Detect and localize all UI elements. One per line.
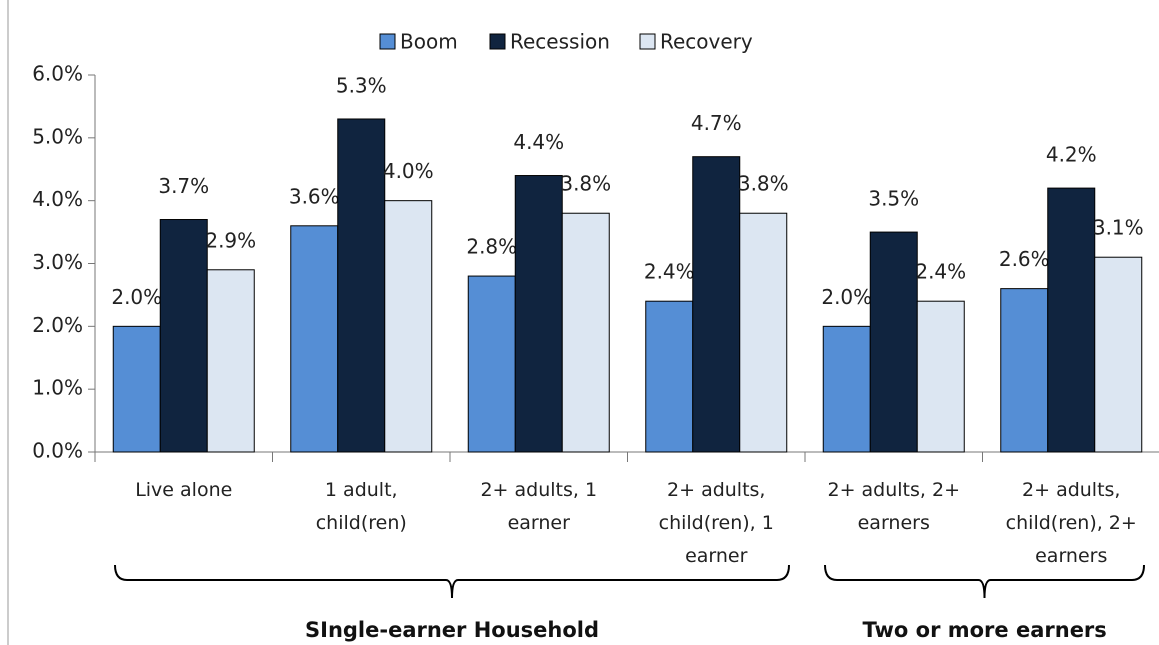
value-label: 2.0%	[111, 285, 162, 309]
bar	[822, 325, 871, 453]
bar	[337, 118, 386, 453]
x-tick-label: 2+ adults, 1 earner	[480, 479, 598, 534]
x-tick-label: 2+ adults, child(ren), 2+ earners	[1005, 479, 1137, 567]
legend-swatch	[379, 33, 396, 50]
bar	[159, 219, 208, 453]
value-label: 3.8%	[560, 172, 611, 196]
bar	[1000, 288, 1049, 453]
value-label: 4.2%	[1046, 143, 1097, 167]
value-label: 2.9%	[205, 228, 256, 252]
bar	[112, 325, 161, 453]
value-label: 2.0%	[821, 285, 872, 309]
y-tick-label: 5.0%	[32, 124, 83, 148]
bar	[1047, 187, 1096, 453]
value-label: 5.3%	[336, 73, 387, 97]
group-label: Two or more earners	[862, 618, 1107, 642]
bar	[514, 175, 563, 453]
legend-label: Recession	[510, 30, 610, 54]
value-label: 2.4%	[644, 260, 695, 284]
bar	[206, 269, 255, 453]
legend-swatch	[639, 33, 656, 50]
value-label: 3.5%	[868, 187, 919, 211]
y-tick-label: 2.0%	[32, 313, 83, 337]
y-tick-label: 1.0%	[32, 376, 83, 400]
bar	[384, 200, 433, 453]
legend-label: Recovery	[660, 30, 753, 54]
group-label: SIngle-earner Household	[305, 618, 600, 642]
value-label: 4.4%	[513, 130, 564, 154]
y-tick-label: 6.0%	[32, 62, 83, 86]
bar	[1094, 256, 1143, 453]
bar	[739, 212, 788, 453]
x-tick-label: 2+ adults, child(ren), 1 earner	[658, 479, 774, 567]
value-label: 4.0%	[383, 159, 434, 183]
y-tick-label: 4.0%	[32, 187, 83, 211]
value-label: 2.6%	[999, 247, 1050, 271]
value-label: 4.7%	[691, 111, 742, 135]
x-tick-label: 1 adult, child(ren)	[315, 479, 407, 534]
bar	[561, 212, 610, 453]
group-bracket	[824, 564, 1145, 599]
group-bracket	[114, 564, 790, 599]
bar	[290, 225, 339, 453]
legend-swatch	[489, 33, 506, 50]
bar	[692, 156, 741, 453]
x-tick-label: 2+ adults, 2+ earners	[827, 479, 960, 534]
y-tick-label: 0.0%	[32, 439, 83, 463]
value-label: 3.1%	[1093, 216, 1144, 240]
value-label: 3.7%	[158, 174, 209, 198]
x-tick-label: Live alone	[135, 479, 233, 501]
value-label: 2.8%	[466, 235, 517, 259]
value-label: 3.6%	[289, 184, 340, 208]
bar	[467, 275, 516, 453]
bar	[916, 300, 965, 453]
value-label: 2.4%	[915, 260, 966, 284]
legend-label: Boom	[400, 30, 458, 54]
bar	[645, 300, 694, 453]
y-tick-label: 3.0%	[32, 250, 83, 274]
value-label: 3.8%	[738, 172, 789, 196]
bar	[869, 231, 918, 453]
